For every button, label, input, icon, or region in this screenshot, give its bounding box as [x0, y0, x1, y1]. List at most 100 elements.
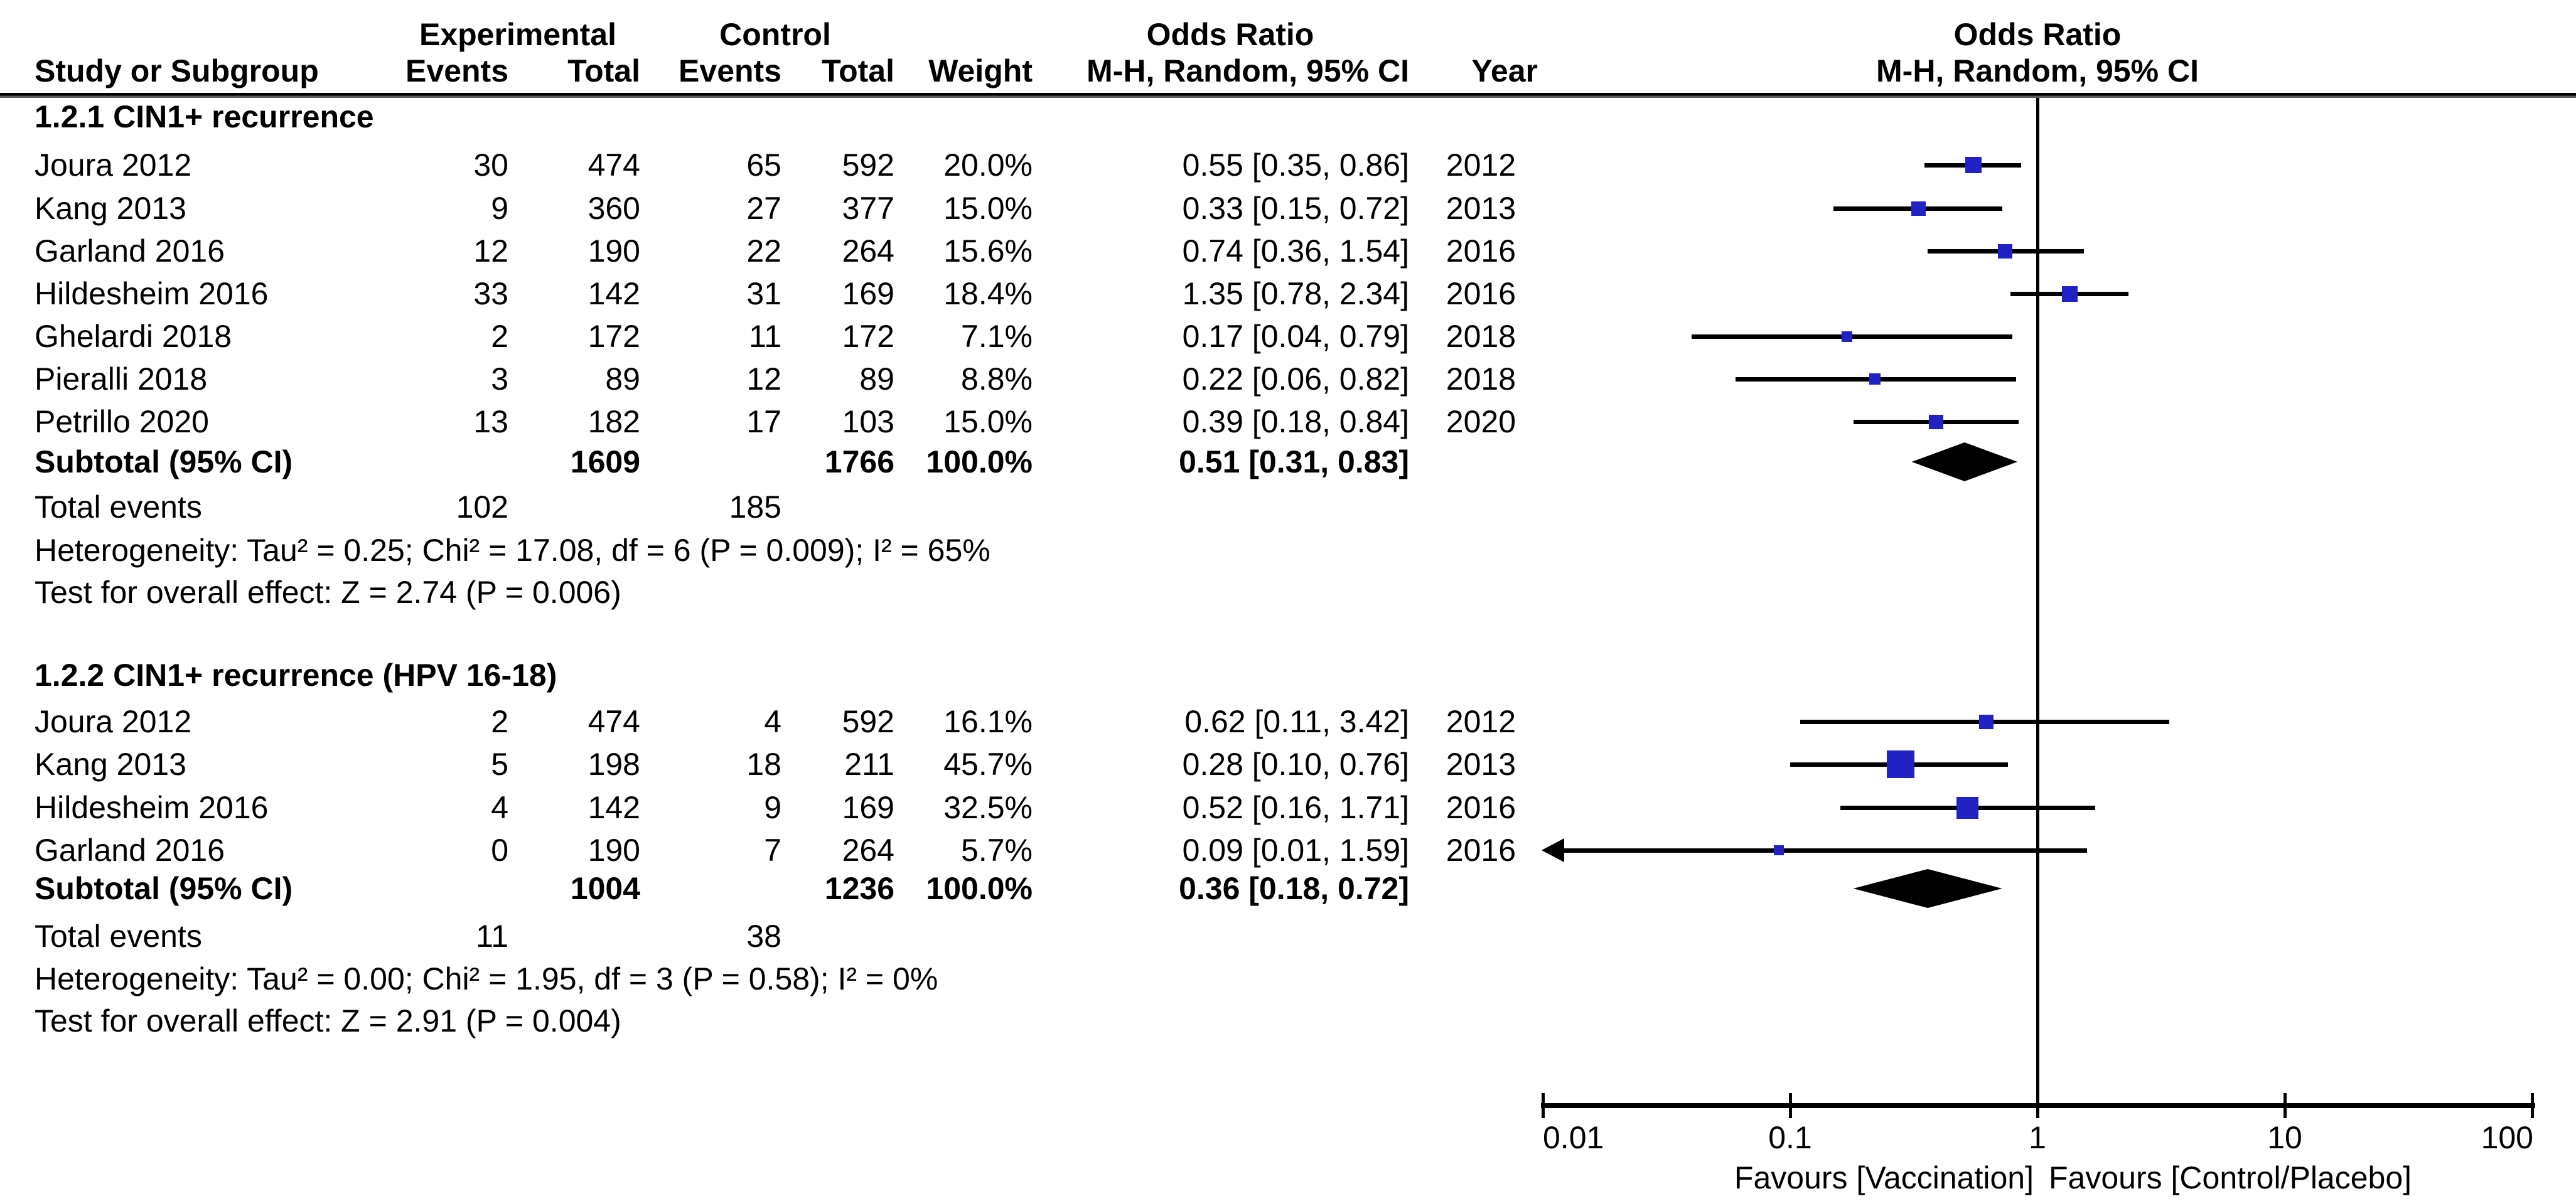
year-cell: 2012	[1446, 704, 1516, 739]
x-axis-tick-label: 1	[2029, 1120, 2046, 1155]
or-text-cell: 0.52 [0.16, 1.71]	[1182, 790, 1409, 825]
exp-total-cell: 198	[588, 747, 640, 782]
exp-total-cell: 172	[588, 319, 640, 354]
study-label: Ghelardi 2018	[35, 319, 232, 354]
column-header-ctrl-events: Events	[679, 53, 781, 88]
ctrl-events-cell: 11	[749, 319, 781, 354]
overall-effect-text: Test for overall effect: Z = 2.74 (P = 0…	[35, 575, 621, 610]
or-text-cell: 0.33 [0.15, 0.72]	[1182, 191, 1409, 226]
year-cell: 2016	[1446, 790, 1516, 825]
heterogeneity-text: Heterogeneity: Tau² = 0.25; Chi² = 17.08…	[35, 533, 990, 568]
exp-events-cell: 9	[491, 191, 508, 226]
or-point-square	[1929, 414, 1944, 429]
column-header-exp-total: Total	[567, 53, 640, 88]
year-cell: 2013	[1446, 191, 1516, 226]
odds-ratio-header-left: Odds Ratio	[1146, 17, 1314, 52]
subtotal-label: Subtotal (95% CI)	[35, 444, 293, 479]
ctrl-events-cell: 7	[764, 833, 781, 868]
year-cell: 2018	[1446, 361, 1516, 397]
year-cell: 2016	[1446, 833, 1516, 868]
study-label: Pieralli 2018	[35, 361, 208, 397]
favours-right-label: Favours [Control/Placebo]	[2049, 1160, 2412, 1195]
study-label: Joura 2012	[35, 704, 192, 739]
weight-cell: 18.4%	[943, 276, 1033, 311]
ctrl-total-cell: 264	[842, 233, 894, 269]
total-events-ctrl: 185	[729, 489, 781, 525]
ctrl-total-cell: 377	[842, 191, 894, 226]
exp-events-cell: 30	[473, 147, 508, 183]
exp-events-cell: 3	[491, 361, 508, 397]
x-axis-tick	[1789, 1093, 1792, 1118]
or-text-cell: 0.62 [0.11, 3.42]	[1184, 704, 1409, 739]
or-text-cell: 0.28 [0.10, 0.76]	[1182, 747, 1409, 782]
study-label: Garland 2016	[35, 833, 225, 868]
or-text-cell: 0.74 [0.36, 1.54]	[1182, 233, 1409, 269]
null-effect-line	[2036, 98, 2039, 1106]
total-events-label: Total events	[35, 919, 202, 954]
exp-events-cell: 2	[491, 704, 508, 739]
heterogeneity-text: Heterogeneity: Tau² = 0.00; Chi² = 1.95,…	[35, 961, 938, 996]
year-cell: 2012	[1446, 147, 1516, 183]
ctrl-events-cell: 31	[746, 276, 781, 311]
overall-effect-text: Test for overall effect: Z = 2.91 (P = 0…	[35, 1003, 621, 1038]
ctrl-events-cell: 4	[764, 704, 781, 739]
weight-cell: 5.7%	[961, 833, 1033, 868]
exp-events-cell: 12	[473, 233, 508, 269]
weight-cell: 8.8%	[961, 361, 1033, 397]
year-cell: 2020	[1446, 404, 1516, 439]
subtotal-ctrl-total: 1236	[824, 871, 894, 906]
total-events-ctrl: 38	[746, 919, 781, 954]
or-point-square	[1911, 201, 1926, 216]
subtotal-ctrl-total: 1766	[824, 444, 894, 479]
exp-events-cell: 2	[491, 319, 508, 354]
odds-ratio-header-right: Odds Ratio	[1953, 17, 2122, 52]
column-header-year: Year	[1471, 53, 1538, 88]
subtotal-diamond	[1853, 869, 2002, 908]
study-label: Petrillo 2020	[35, 404, 209, 439]
x-axis-tick	[2531, 1093, 2534, 1118]
or-point-square	[1887, 750, 1915, 778]
subtotal-exp-total: 1004	[570, 871, 640, 906]
subtotal-or-text: 0.51 [0.31, 0.83]	[1179, 444, 1409, 479]
column-group-experimental: Experimental	[419, 17, 616, 52]
weight-cell: 16.1%	[943, 704, 1033, 739]
ctrl-events-cell: 65	[746, 147, 781, 183]
or-text-cell: 0.55 [0.35, 0.86]	[1182, 147, 1409, 183]
weight-cell: 15.0%	[943, 404, 1033, 439]
weight-cell: 15.6%	[943, 233, 1033, 269]
x-axis-tick-label: 0.1	[1768, 1120, 1812, 1155]
or-point-square	[1978, 714, 1994, 729]
ctrl-total-cell: 592	[842, 147, 894, 183]
weight-cell: 7.1%	[961, 319, 1033, 354]
x-axis-tick-label: 0.01	[1543, 1120, 1604, 1155]
or-text-cell: 1.35 [0.78, 2.34]	[1182, 276, 1409, 311]
column-header-study: Study or Subgroup	[35, 53, 319, 88]
exp-events-cell: 13	[473, 404, 508, 439]
column-group-control: Control	[719, 17, 831, 52]
exp-events-cell: 4	[491, 790, 508, 825]
subtotal-diamond	[1911, 442, 2018, 481]
study-label: Hildesheim 2016	[35, 790, 269, 825]
ctrl-events-cell: 9	[764, 790, 781, 825]
or-text-cell: 0.09 [0.01, 1.59]	[1182, 833, 1409, 868]
x-axis-tick	[1542, 1093, 1545, 1118]
exp-total-cell: 182	[588, 404, 640, 439]
x-axis-tick-label: 10	[2267, 1120, 2302, 1155]
subtotal-weight: 100.0%	[926, 444, 1033, 479]
ctrl-events-cell: 22	[746, 233, 781, 269]
weight-cell: 32.5%	[943, 790, 1033, 825]
exp-total-cell: 474	[588, 147, 640, 183]
column-header-ctrl-total: Total	[822, 53, 894, 88]
year-cell: 2016	[1446, 233, 1516, 269]
ctrl-total-cell: 169	[842, 276, 894, 311]
subtotal-exp-total: 1609	[570, 444, 640, 479]
total-events-exp: 102	[456, 489, 508, 525]
exp-total-cell: 89	[605, 361, 640, 397]
header-separator-rule	[0, 93, 2576, 98]
exp-total-cell: 360	[588, 191, 640, 226]
weight-cell: 45.7%	[943, 747, 1033, 782]
or-point-square	[2061, 286, 2078, 302]
or-point-square	[1842, 331, 1853, 342]
exp-events-cell: 5	[491, 747, 508, 782]
